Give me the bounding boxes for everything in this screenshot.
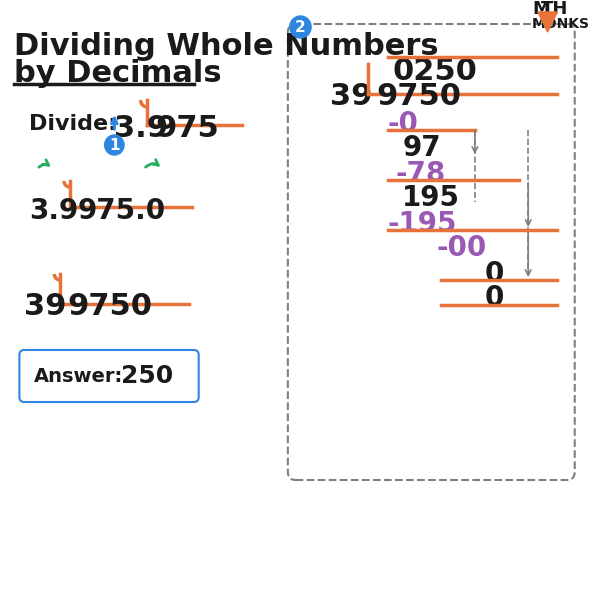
Circle shape (290, 16, 311, 38)
FancyBboxPatch shape (288, 24, 575, 480)
Text: 250: 250 (121, 364, 173, 388)
Text: 39: 39 (329, 82, 372, 111)
Text: by Decimals: by Decimals (14, 59, 221, 88)
Text: 3.9: 3.9 (115, 114, 169, 143)
Text: 39: 39 (24, 292, 67, 321)
Text: 3.9: 3.9 (29, 197, 79, 225)
Text: TH: TH (541, 0, 568, 18)
Text: 9750: 9750 (376, 82, 461, 111)
Text: M: M (532, 0, 550, 18)
Text: 0250: 0250 (392, 57, 478, 86)
Text: -0: -0 (388, 110, 419, 138)
Text: MONKS: MONKS (532, 17, 590, 31)
FancyBboxPatch shape (19, 350, 199, 402)
Text: 2: 2 (295, 20, 306, 34)
Text: 975.0: 975.0 (77, 197, 166, 225)
Circle shape (104, 135, 124, 155)
Text: 975: 975 (155, 114, 219, 143)
Text: 9750: 9750 (68, 292, 153, 321)
Text: 0: 0 (485, 284, 504, 312)
Text: Divide:: Divide: (29, 114, 117, 134)
Text: 97: 97 (402, 134, 441, 162)
Text: Answer:: Answer: (34, 366, 123, 385)
Text: 1: 1 (109, 137, 119, 153)
Polygon shape (538, 12, 557, 32)
Text: 0: 0 (485, 260, 504, 288)
Text: -78: -78 (395, 160, 446, 188)
Text: Dividing Whole Numbers: Dividing Whole Numbers (14, 32, 438, 61)
Text: -00: -00 (436, 234, 487, 262)
Text: -195: -195 (388, 210, 457, 238)
Text: 195: 195 (402, 184, 460, 212)
